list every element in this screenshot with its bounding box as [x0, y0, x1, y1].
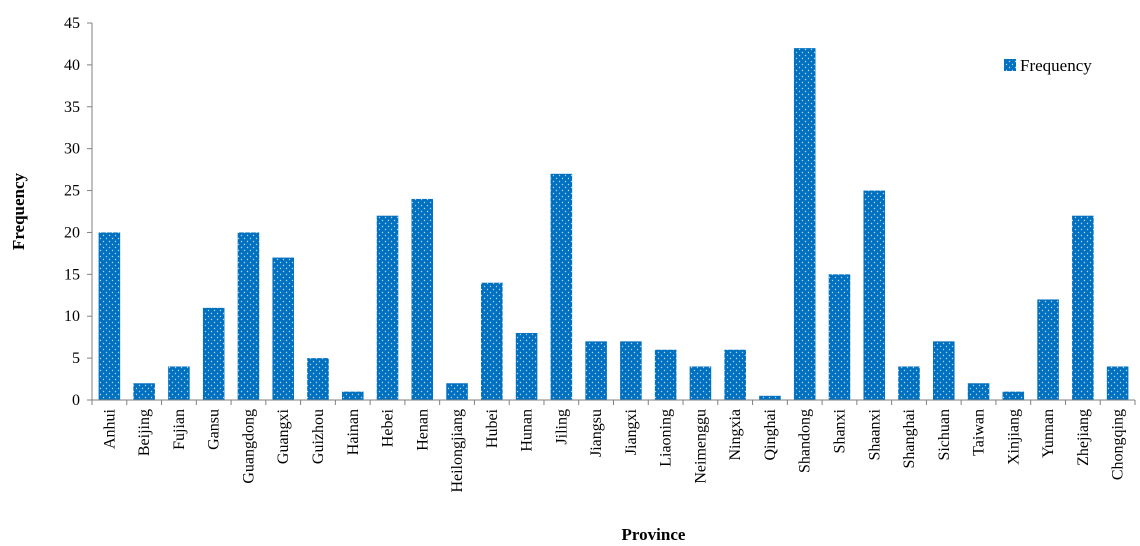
y-tick-label: 5: [72, 350, 80, 367]
x-tick-label: Hainan: [345, 409, 362, 455]
x-tick-label: Chongqing: [1110, 409, 1127, 480]
x-tick-label: Shandong: [797, 409, 814, 473]
x-tick-label: Guizhou: [310, 409, 327, 464]
bar-chongqing: [1106, 366, 1129, 400]
bar-gansu: [202, 307, 225, 400]
x-tick-label: Neimenggu: [692, 409, 709, 484]
x-tick-label: Shanxi: [831, 408, 848, 453]
x-tick-label: Yunnan: [1040, 409, 1057, 458]
x-tick-label: Xinjiang: [1005, 409, 1022, 465]
x-tick-label: Shaanxi: [866, 408, 883, 460]
bar-shaanxi: [863, 190, 886, 400]
bar-ningxia: [724, 349, 746, 400]
bar-shanxi: [828, 274, 851, 400]
legend: Frequency: [1004, 56, 1092, 75]
x-tick-label: Henan: [414, 409, 431, 451]
bar-hebei: [376, 215, 399, 400]
x-tick-label: Hunan: [519, 409, 536, 452]
y-tick-label: 0: [72, 392, 80, 409]
legend-label: Frequency: [1020, 56, 1092, 75]
bar-jiling: [550, 173, 573, 400]
x-tick-label: Heilongjiang: [449, 409, 466, 493]
y-tick-label: 10: [64, 308, 80, 325]
x-tick-label: Guangxi: [275, 408, 292, 464]
x-tick-label: Anhui: [101, 408, 118, 449]
x-tick-label: Liaoning: [658, 409, 675, 467]
x-tick-label: Jiangxi: [623, 408, 640, 455]
x-tick-label: Guangdong: [240, 409, 257, 484]
y-tick-label: 40: [64, 57, 80, 74]
bar-jiangsu: [585, 341, 607, 400]
y-tick-label: 20: [64, 224, 80, 241]
y-axis-title: Frequency: [9, 172, 28, 250]
y-tick-label: 45: [64, 15, 80, 32]
x-axis-ticks: Anhui Beijing Fujian Gansu Guangdong Guangxi G…: [91, 400, 1136, 493]
bar-hainan: [341, 391, 364, 400]
bar-guangxi: [272, 257, 294, 400]
bar-anhui: [98, 232, 121, 400]
bar-sichuan: [933, 341, 955, 400]
bar-qinghai: [759, 395, 781, 400]
bar-shanghai: [898, 366, 920, 400]
y-tick-label: 30: [64, 141, 80, 158]
bars: [98, 48, 1129, 401]
x-tick-label: Zhejiang: [1075, 409, 1092, 466]
x-tick-label: Hebei: [380, 408, 397, 447]
legend-swatch: [1004, 59, 1016, 71]
y-tick-label: 25: [64, 183, 80, 200]
bar-guangdong: [237, 232, 260, 400]
bar-xinjiang: [1002, 391, 1025, 400]
x-tick-label: Shanghai: [901, 408, 918, 468]
y-tick-label: 35: [64, 99, 80, 116]
x-tick-label: Fujian: [171, 409, 188, 450]
bar-hunan: [515, 332, 538, 400]
bar-heilongjiang: [446, 383, 468, 400]
bar-beijing: [133, 383, 155, 400]
x-tick-label: Gansu: [206, 409, 223, 450]
bar-zhejiang: [1072, 215, 1094, 400]
bar-neimenggu: [689, 366, 712, 400]
x-axis-title: Province: [622, 525, 686, 544]
bar-taiwan: [967, 383, 990, 400]
bar-jiangxi: [620, 341, 642, 400]
bar-hubei: [481, 282, 503, 400]
bar-fujian: [168, 366, 190, 400]
bar-henan: [411, 198, 434, 400]
x-tick-label: Ningxia: [727, 409, 744, 461]
x-tick-label: Taiwan: [971, 409, 988, 456]
x-tick-label: Jiling: [553, 409, 570, 445]
x-tick-label: Jiangsu: [588, 409, 605, 457]
x-tick-label: Beijing: [136, 409, 153, 456]
bar-liaoning: [654, 349, 677, 400]
y-tick-label: 15: [64, 266, 80, 283]
x-tick-label: Sichuan: [936, 409, 953, 461]
x-tick-label: Qinghai: [762, 408, 779, 460]
y-axis-ticks: 0 5 10 15 20 25 30 35 40 45: [64, 15, 92, 409]
x-tick-label: Hubei: [484, 408, 501, 448]
bar-guizhou: [307, 358, 329, 400]
bar-shandong: [793, 48, 816, 401]
bar-yunnan: [1037, 299, 1059, 400]
